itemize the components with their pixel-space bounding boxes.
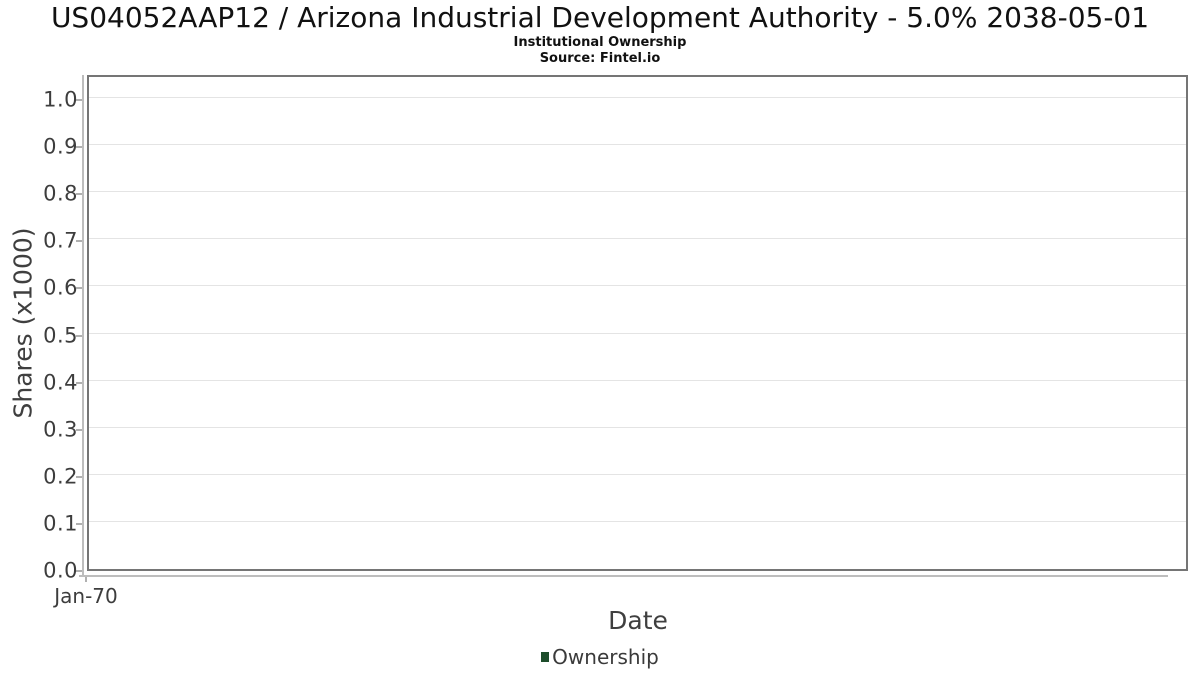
y-tick-mark [76,146,82,149]
y-tick-label: 0.5 [43,323,78,347]
gridline [89,473,1186,475]
y-tick-label: 0.1 [43,511,78,536]
y-tick-label: 0.9 [43,134,78,159]
gridline [89,285,1186,287]
gridline [89,426,1186,428]
y-tick-label: 0.3 [43,417,78,442]
y-tick-mark [76,287,82,290]
y-tick-label: 0.8 [43,181,78,206]
legend-label-ownership: Ownership [552,645,659,669]
y-axis-ticks: 0.0 0.1 0.2 0.3 0.4 0.5 0.6 0.7 0.8 0.9 1.0 [0,89,83,581]
gridline [89,191,1186,193]
y-tick-mark [76,475,82,478]
x-tick-label: Jan-70 [54,584,118,608]
y-tick-mark [76,428,82,431]
y-tick-label: 0.0 [43,558,78,583]
y-tick-label: 1.0 [43,87,78,112]
y-tick-mark [76,240,82,243]
legend: Ownership [0,645,1200,669]
y-axis-line [82,75,84,577]
legend-swatch-ownership [541,652,550,662]
y-tick-mark [76,193,82,196]
y-tick-mark [76,99,82,101]
chart-title: US04052AAP12 / Arizona Industrial Develo… [50,1,1150,34]
gridline [89,520,1186,522]
gridline [89,379,1186,381]
x-axis-line [79,575,1168,577]
gridline [89,144,1186,146]
plot-area [87,75,1188,571]
y-tick-mark [76,522,82,525]
gridline [89,97,1186,98]
x-axis-title: Date [608,606,668,635]
y-tick-mark [76,334,82,337]
x-tick-mark [85,577,87,582]
y-tick-mark [76,381,82,384]
plot-gridlines [89,97,1186,569]
chart-subtitle: Institutional Ownership [513,35,687,50]
gridline [89,238,1186,240]
y-tick-label: 0.7 [43,228,78,253]
y-tick-label: 0.2 [43,464,78,489]
gridline [89,332,1186,334]
y-tick-mark [76,570,82,572]
y-tick-label: 0.6 [43,275,78,300]
y-tick-label: 0.4 [43,370,78,395]
chart-source: Source: Fintel.io [539,51,661,66]
